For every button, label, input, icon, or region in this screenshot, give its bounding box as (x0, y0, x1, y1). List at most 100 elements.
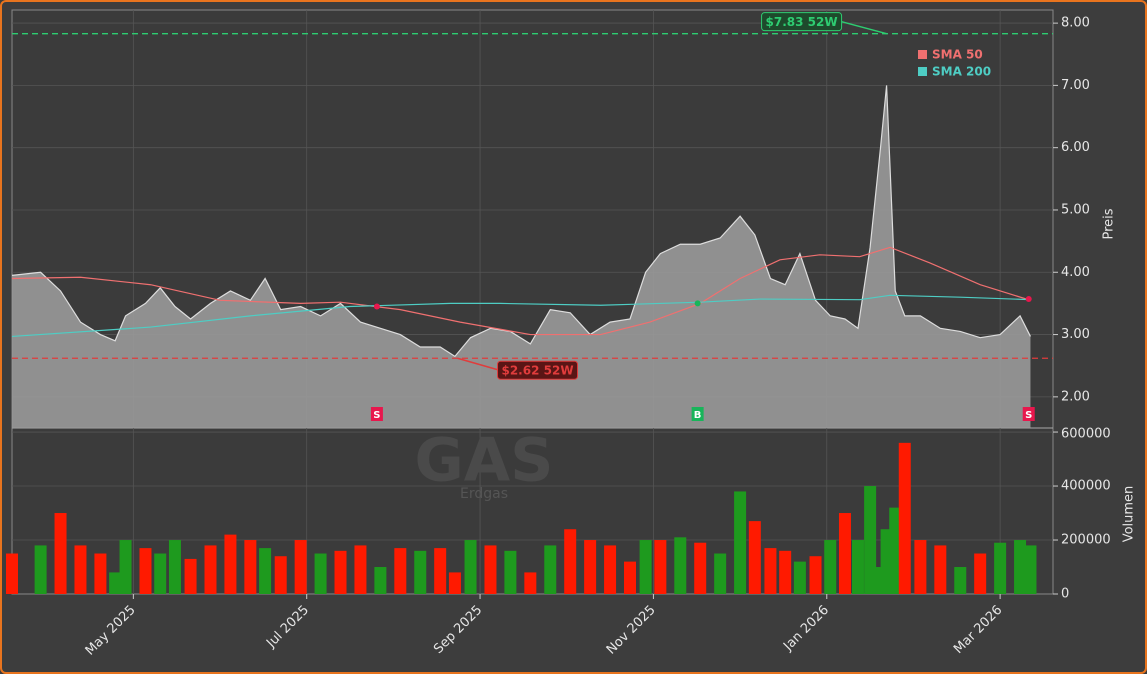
volume-bar (624, 561, 637, 594)
volume-bar (838, 513, 851, 594)
signal-dot (694, 300, 701, 307)
annotation-box (761, 12, 843, 32)
volume-bar (448, 572, 461, 594)
sma-line (11, 294, 1031, 338)
price-area (12, 85, 1031, 429)
signal-dot (1025, 296, 1032, 303)
volume-bar (914, 540, 927, 594)
volume-bar (224, 534, 237, 594)
volume-bar (654, 540, 667, 594)
volume-bar (809, 556, 822, 594)
annotation-label: $2.62 52W (501, 364, 573, 378)
volume-bar (414, 550, 427, 594)
y2-axis-title: Volumen (1122, 486, 1137, 543)
annotation-box (497, 360, 579, 380)
signal-dot (373, 303, 380, 310)
volume-bar (274, 556, 287, 594)
volume-bar (994, 542, 1007, 594)
y-tick-label: 8.00 (1061, 16, 1090, 31)
x-tick-label: Jan 2026 (780, 603, 832, 655)
signal-badge (1022, 407, 1035, 421)
volume-bar (734, 491, 747, 594)
x-tick-label: May 2025 (83, 603, 139, 659)
y-tick-label: 4.00 (1061, 265, 1090, 280)
x-tick-label: Jul 2025 (263, 603, 312, 652)
volume-bar (584, 540, 597, 594)
legend-swatch (918, 67, 927, 76)
volume-bar (764, 548, 777, 594)
y-axis-title: Preis (1102, 208, 1117, 239)
volume-bar (889, 507, 902, 594)
signal-label: B (694, 410, 702, 421)
y-tick-label: 3.00 (1061, 327, 1090, 342)
y-tick-label: 2.00 (1061, 389, 1090, 404)
volume-bar (154, 553, 167, 594)
volume-bar (524, 572, 537, 594)
volume-bar (94, 553, 107, 594)
volume-bar (544, 545, 557, 594)
legend-label: SMA 200 (932, 65, 991, 79)
volume-bar (564, 529, 577, 594)
sma-line (11, 246, 1031, 336)
volume-bar (374, 567, 387, 594)
volume-bar (334, 550, 347, 594)
watermark-sub: Erdgas (460, 486, 508, 502)
volume-bar (898, 442, 911, 594)
volume-bar (674, 537, 687, 594)
volume-bar (779, 550, 792, 594)
volume-bar (464, 540, 477, 594)
y-tick-label: 6.00 (1061, 140, 1090, 155)
volume-bar (824, 540, 837, 594)
volume-bar (168, 540, 181, 594)
volume-bar (434, 548, 447, 594)
volume-bar (119, 540, 132, 594)
signal-label: S (373, 410, 380, 421)
volume-bar (314, 553, 327, 594)
volume-bar (484, 545, 497, 594)
volume-bar (204, 545, 217, 594)
x-tick-label: Sep 2025 (431, 603, 485, 657)
price-line (11, 85, 1031, 358)
volume-bar (6, 553, 18, 594)
volume-bar (244, 540, 257, 594)
watermark: GAS (415, 426, 554, 496)
y2-tick-label: 0 (1061, 587, 1069, 602)
legend-label: SMA 50 (932, 48, 983, 62)
volume-bar (259, 548, 272, 594)
volume-bar (694, 542, 707, 594)
volume-bar (954, 567, 967, 594)
x-tick-label: Nov 2025 (604, 603, 659, 658)
volume-bar (354, 545, 367, 594)
volume-bar (139, 548, 152, 594)
volume-bar (184, 558, 197, 594)
y-tick-label: 5.00 (1061, 202, 1090, 217)
volume-bar (504, 550, 517, 594)
volume-bar (34, 545, 47, 594)
signal-badge (691, 407, 704, 421)
y2-tick-label: 200000 (1061, 533, 1111, 548)
volume-bar (54, 513, 67, 594)
volume-bar (1024, 545, 1037, 594)
y-tick-label: 7.00 (1061, 78, 1090, 93)
volume-bar (394, 548, 407, 594)
y2-tick-label: 600000 (1061, 427, 1111, 442)
volume-bar (851, 540, 864, 594)
annotation-arrow (457, 357, 500, 371)
volume-bar (974, 553, 987, 594)
volume-bar (1014, 540, 1027, 594)
y2-tick-label: 400000 (1061, 479, 1111, 494)
volume-bar (714, 553, 727, 594)
volume-bar (604, 545, 617, 594)
volume-bar (294, 540, 307, 594)
volume-bar (864, 486, 877, 594)
annotation-arrow (841, 20, 887, 35)
volume-bar (109, 572, 122, 594)
volume-bar (748, 521, 761, 594)
x-tick-label: Mar 2026 (951, 603, 1005, 657)
volume-bar (639, 540, 652, 594)
signal-label: S (1025, 410, 1032, 421)
legend-swatch (918, 50, 927, 59)
volume-bar (793, 561, 806, 594)
